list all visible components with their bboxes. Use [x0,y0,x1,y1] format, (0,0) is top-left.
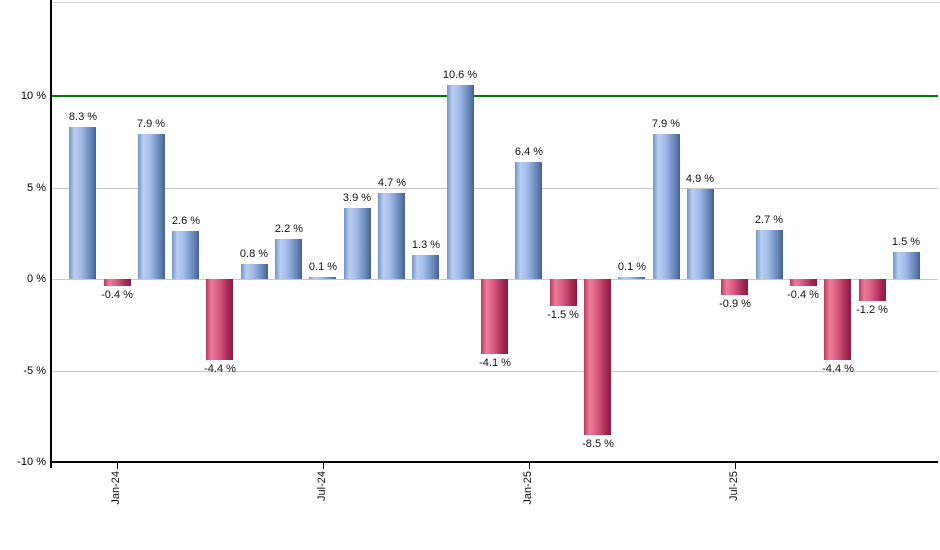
y-axis-tick-label: 0 % [27,273,46,285]
bar [241,264,268,279]
x-axis-tick [323,461,324,469]
x-axis-tick [117,461,118,469]
bar [859,279,886,301]
bar-value-label: 0.1 % [617,261,647,273]
bar-value-label: -0.9 % [719,298,751,310]
y-axis-tick-label: -5 % [23,365,46,377]
bar [138,134,165,279]
y-axis-tick-label: 10 % [20,90,46,102]
bar [721,279,748,295]
y-axis-line [50,0,52,468]
bar [104,279,131,286]
bar-value-label: -0.4 % [101,289,133,301]
bar [618,277,645,279]
bar [378,193,405,279]
bar [893,252,920,279]
bar-value-label: 4.9 % [685,173,715,185]
bar [687,189,714,279]
bar [172,231,199,279]
bar [309,277,336,279]
x-axis-tick [529,461,530,469]
bar-value-label: 2.7 % [754,214,784,226]
bar [481,279,508,354]
bar-value-label: 6.4 % [514,146,544,158]
bar [206,279,233,360]
bar-value-label: 3.9 % [342,192,372,204]
bar [790,279,817,286]
bar-value-label: 0.1 % [308,261,338,273]
bar-value-label: 8.3 % [68,111,98,123]
bar-value-label: -4.4 % [204,363,236,375]
bar [447,85,474,279]
bar [275,239,302,279]
bar-value-label: -0.4 % [787,289,819,301]
bar [550,279,577,306]
gridline [50,371,938,372]
bar-value-label: 1.3 % [411,239,441,251]
x-axis-tick-label: Jul-24 [316,471,328,501]
bar-value-label: -1.5 % [547,309,579,321]
x-axis-line [50,461,938,463]
bar [653,134,680,279]
bar-value-label: 10.6 % [442,69,478,81]
bar [412,255,439,279]
bar [69,127,96,279]
bar-value-label: 1.5 % [891,236,921,248]
bar-value-label: -4.4 % [822,363,854,375]
x-axis-tick-label: Jan-24 [110,471,122,505]
threshold-line [50,95,938,97]
bar-value-label: -1.2 % [856,304,888,316]
bar-value-label: 4.7 % [377,177,407,189]
y-axis-tick-label: -10 % [17,456,46,468]
bar [756,230,783,279]
bar-value-label: 0.8 % [239,248,269,260]
bar [584,279,611,435]
x-axis-tick-label: Jul-25 [728,471,740,501]
y-axis-tick-label: 5 % [27,182,46,194]
bar-value-label: 7.9 % [651,118,681,130]
bar-value-label: 7.9 % [136,118,166,130]
plot-top-border [50,2,940,3]
x-axis-tick [735,461,736,469]
gridline [50,188,938,189]
bar [824,279,851,360]
x-axis-tick-label: Jan-25 [522,471,534,505]
bar-value-label: 2.2 % [274,223,304,235]
bar [515,162,542,279]
bar-value-label: -8.5 % [582,438,614,450]
bar-value-label: 2.6 % [171,215,201,227]
bar-value-label: -4.1 % [479,357,511,369]
bar [344,208,371,279]
